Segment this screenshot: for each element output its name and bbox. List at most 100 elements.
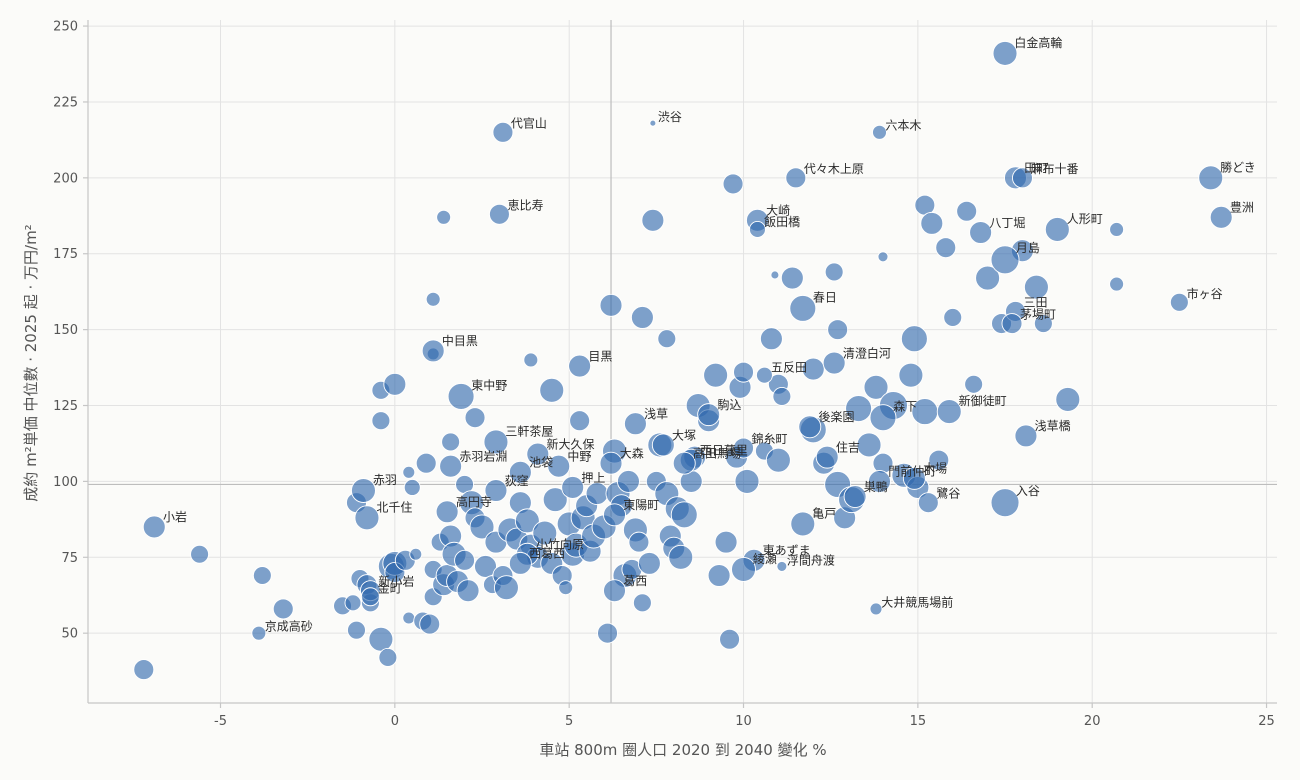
data-point — [900, 325, 928, 353]
x-tick-label: 0 — [391, 714, 399, 729]
data-point — [790, 511, 816, 537]
data-point — [1001, 313, 1023, 335]
point-label: 春日 — [813, 290, 837, 304]
data-point — [956, 200, 978, 222]
data-point — [378, 648, 398, 667]
data-point — [603, 579, 626, 603]
data-point — [776, 560, 788, 572]
data-point — [765, 447, 791, 473]
data-point — [508, 460, 532, 484]
point-label: 森下 — [893, 399, 917, 414]
point-label: 勝どき — [1220, 159, 1256, 174]
point-label: 新大久保 — [546, 436, 594, 451]
data-point — [1055, 386, 1081, 412]
data-point — [402, 465, 416, 479]
data-point — [526, 442, 550, 466]
y-tick-label: 100 — [53, 475, 78, 490]
data-point — [733, 361, 754, 383]
data-point — [789, 294, 817, 322]
data-point — [943, 308, 963, 327]
data-point — [872, 124, 887, 140]
point-label: 浅草 — [644, 407, 668, 421]
y-tick-label: 250 — [53, 20, 78, 35]
data-point — [383, 372, 407, 396]
data-point — [1109, 276, 1125, 292]
data-point — [409, 547, 423, 561]
point-label: 綾瀬 — [753, 551, 777, 566]
data-point — [657, 329, 677, 349]
point-label: 門前仲町 — [888, 464, 936, 479]
point-label: 人形町 — [1067, 212, 1103, 226]
data-point — [641, 208, 665, 232]
data-point — [344, 594, 362, 612]
data-point — [822, 351, 846, 375]
data-point — [936, 399, 962, 425]
data-point — [484, 479, 508, 502]
data-point — [419, 613, 441, 635]
point-label: 恵比寿 — [507, 198, 543, 212]
data-point — [368, 626, 394, 652]
data-point — [133, 659, 155, 681]
data-point — [1209, 205, 1233, 229]
data-point — [815, 445, 839, 469]
axes: -5 0 5 10 15 20 25 50 75 100 125 150 175 200 225 250 — [53, 20, 1277, 729]
point-label: 市ヶ谷 — [1187, 286, 1223, 301]
data-point — [447, 382, 475, 410]
data-point — [759, 327, 783, 351]
point-label: 西日暮里 — [700, 443, 748, 457]
data-point — [469, 514, 495, 540]
y-tick-label: 75 — [61, 551, 78, 566]
point-label: 三田 — [1023, 295, 1047, 309]
point-label: 池袋 — [529, 456, 553, 470]
point-label: 小岩 — [163, 509, 187, 524]
data-point — [492, 121, 514, 143]
data-point — [1109, 222, 1125, 237]
point-label: 荻窪 — [505, 473, 529, 488]
data-point — [561, 476, 585, 499]
point-label: 新小岩 — [378, 574, 414, 589]
data-point — [651, 433, 675, 457]
data-point — [360, 587, 380, 607]
data-point — [843, 485, 867, 509]
data-point — [371, 411, 391, 431]
data-point — [1012, 167, 1033, 189]
data-point — [142, 515, 166, 539]
data-point — [1033, 314, 1053, 334]
point-label: 入谷 — [1016, 484, 1040, 498]
data-point — [630, 306, 654, 329]
data-point — [415, 452, 437, 474]
data-point — [435, 500, 459, 524]
data-point — [785, 167, 807, 189]
data-point — [670, 501, 698, 529]
reference-lines — [88, 20, 1277, 703]
point-label: 中野 — [567, 449, 591, 464]
x-tick-label: -5 — [214, 714, 227, 729]
point-label: 赤羽 — [373, 473, 397, 487]
data-point — [714, 530, 738, 554]
data-point — [869, 404, 897, 432]
point-label: 代官山 — [511, 115, 547, 130]
point-label: 大塚 — [672, 428, 696, 442]
data-point — [770, 270, 780, 280]
point-label: 東中野 — [471, 377, 507, 392]
data-point — [585, 482, 609, 505]
data-point — [734, 468, 760, 494]
data-point — [456, 579, 480, 603]
point-label: 新御徒町 — [959, 393, 1007, 408]
y-tick-label: 200 — [53, 171, 78, 186]
point-label: 鷺谷 — [936, 486, 960, 501]
data-point — [902, 466, 926, 490]
data-point — [877, 251, 889, 263]
data-point — [1023, 274, 1049, 300]
point-label: 赤羽岩淵 — [459, 449, 507, 464]
point-label: 八丁堀 — [989, 215, 1025, 230]
point-label: 木場 — [923, 462, 947, 476]
point-label: 大森 — [620, 445, 644, 460]
data-point — [869, 602, 883, 616]
data-point — [508, 551, 532, 575]
point-label: 京成高砂 — [265, 618, 313, 633]
x-tick-label: 5 — [565, 714, 573, 729]
data-point — [439, 454, 463, 478]
x-axis-title: 車站 800m 圈人口 2020 到 2040 變化 % — [539, 741, 826, 759]
